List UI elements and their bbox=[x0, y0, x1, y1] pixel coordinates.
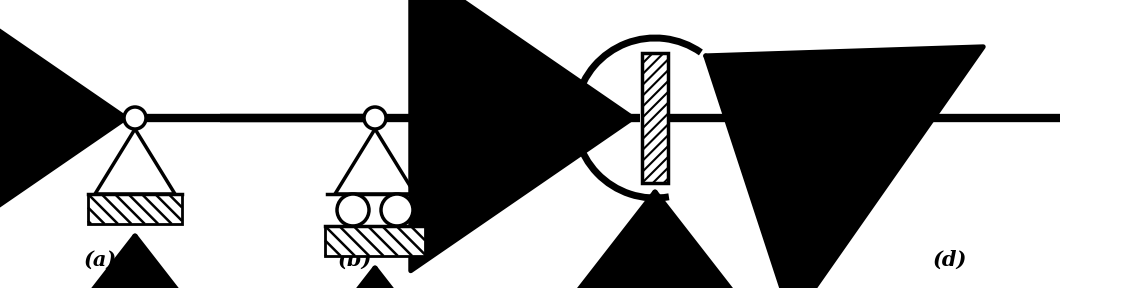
Bar bbox=[88, 194, 182, 224]
Circle shape bbox=[381, 194, 413, 226]
Bar bbox=[325, 226, 425, 256]
Text: (a): (a) bbox=[83, 250, 117, 270]
Text: (c): (c) bbox=[614, 250, 646, 270]
Bar bbox=[642, 53, 668, 183]
Text: (d): (d) bbox=[932, 250, 967, 270]
Text: (b): (b) bbox=[338, 250, 373, 270]
Circle shape bbox=[125, 107, 146, 129]
Circle shape bbox=[337, 194, 369, 226]
Circle shape bbox=[364, 107, 386, 129]
